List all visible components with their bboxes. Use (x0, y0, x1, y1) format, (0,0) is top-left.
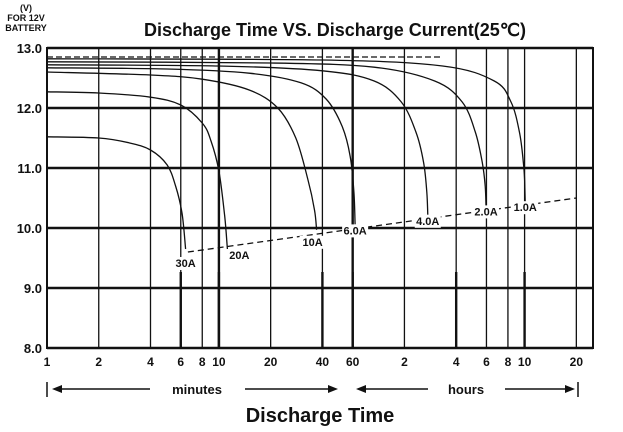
chart-title: Discharge Time VS. Discharge Current(25℃… (144, 20, 526, 40)
current-label-20a: 20A (229, 250, 249, 262)
minutes-range-bar: minutes (46, 382, 338, 397)
curve-1-0a (46, 58, 526, 203)
y-axis-ticks: 8.0 9.0 10.0 11.0 12.0 13.0 (17, 41, 42, 356)
x-tick-label: 8 (199, 355, 206, 369)
current-label-1-0a: 1.0A (514, 202, 537, 214)
x-tick-label: 6 (177, 355, 184, 369)
y-tick-label: 13.0 (17, 41, 42, 56)
hours-label: hours (448, 382, 484, 397)
x-tick-label: 1 (44, 355, 51, 369)
curve-4-0a (46, 64, 429, 215)
y-tick-label: 12.0 (17, 101, 42, 116)
x-tick-label: 2 (95, 355, 102, 369)
y-tick-label: 9.0 (24, 281, 42, 296)
curve-30a (46, 136, 187, 250)
current-label-bg (512, 201, 539, 215)
x-axis-ticks: 1 2 4 6 8 10 20 40 60 2 4 6 8 10 20 (44, 355, 584, 369)
current-label-bg (226, 249, 253, 262)
curve-10a (46, 71, 318, 230)
y-unit-label: (V) (20, 3, 32, 13)
current-labels: 30A 20A 10A 6.0A 4.0A 2.0A 1.0A (172, 201, 539, 348)
current-label-bg (299, 235, 326, 249)
end-voltage-line (187, 197, 577, 253)
discharge-curves (46, 58, 526, 250)
current-label-bg (414, 214, 441, 228)
y-caption-line2: BATTERY (5, 23, 47, 33)
y-caption-line1: FOR 12V (7, 13, 45, 23)
current-label-bg (172, 257, 199, 270)
current-label-30a: 30A (175, 258, 195, 270)
x-axis-title: Discharge Time (246, 405, 395, 427)
x-tick-label: 20 (570, 355, 584, 369)
reference-lines (47, 56, 577, 253)
x-tick-label: 4 (147, 355, 154, 369)
current-label-6-0a: 6.0A (344, 225, 367, 237)
x-tick-label: 20 (264, 355, 278, 369)
x-tick-label: 4 (453, 355, 460, 369)
x-tick-label: 10 (518, 355, 532, 369)
current-label-bg (473, 205, 500, 219)
current-label-bg (342, 224, 369, 238)
x-tick-label: 2 (401, 355, 408, 369)
y-tick-label: 11.0 (17, 161, 42, 176)
x-tick-label: 60 (346, 355, 360, 369)
curve-20a (46, 91, 229, 250)
x-tick-label: 6 (483, 355, 490, 369)
plot-frame (46, 47, 594, 349)
current-label-2-0a: 2.0A (474, 206, 497, 218)
current-label-4-0a: 4.0A (416, 216, 439, 228)
curve-6-0a (46, 67, 356, 225)
current-label-10a: 10A (302, 237, 322, 249)
y-tick-label: 10.0 (17, 221, 42, 236)
hours-range-bar: hours (356, 382, 579, 397)
y-tick-label: 8.0 (24, 341, 42, 356)
x-tick-label: 10 (212, 355, 226, 369)
minutes-label: minutes (172, 382, 222, 397)
x-tick-label: 8 (505, 355, 512, 369)
curve-2-0a (46, 61, 487, 207)
x-tick-label: 40 (316, 355, 330, 369)
